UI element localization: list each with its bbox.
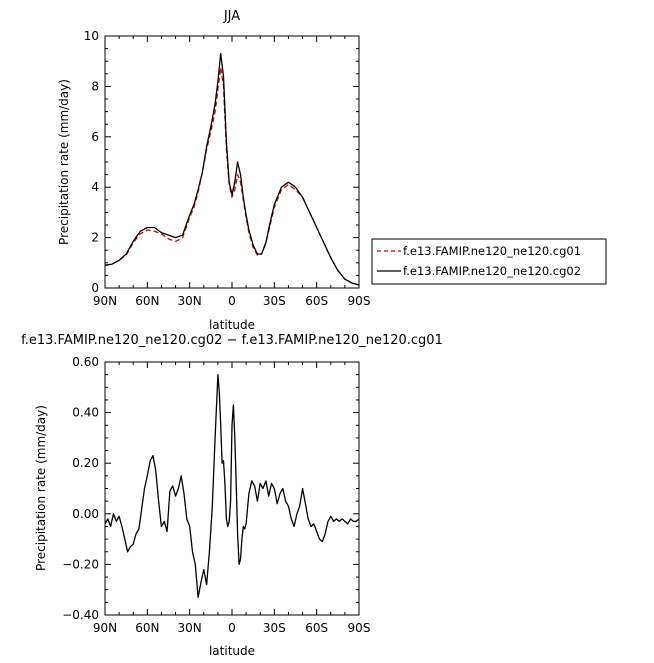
bottom-x-ticks: 90N 60N 30N 0 30S 60S 90S <box>93 362 371 635</box>
top-x-axis-label: latitude <box>209 318 255 332</box>
bottom-x-tick-label: 90N <box>93 621 117 635</box>
top-x-ticks: 90N 60N 30N 0 30S 60S 90S <box>93 36 371 308</box>
top-x-tick-label: 60N <box>135 294 159 308</box>
bottom-plot-frame <box>104 361 360 616</box>
bottom-series-lines <box>104 373 360 598</box>
top-y-tick-label: 2 <box>91 231 99 245</box>
legend-label-cg01: f.e13.FAMIP.ne120_ne120.cg01 <box>403 244 581 258</box>
top-y-tick-label: 4 <box>91 180 99 194</box>
bottom-y-tick-label: 0.40 <box>72 406 99 420</box>
bottom-x-tick-label: 30S <box>263 621 286 635</box>
top-x-tick-label: 30N <box>178 294 202 308</box>
top-x-tick-label: 30S <box>263 294 286 308</box>
bottom-series-line-difference <box>104 373 360 598</box>
top-chart-title: JJA <box>223 9 240 24</box>
top-x-tick-label: 0 <box>228 294 236 308</box>
top-y-ticks: 0 2 4 6 8 10 <box>84 29 359 295</box>
top-series-line-cg01 <box>104 66 360 286</box>
bottom-y-tick-label: 0.60 <box>72 355 99 369</box>
bottom-x-axis-label: latitude <box>209 644 255 658</box>
top-y-tick-label: 6 <box>91 130 99 144</box>
bottom-x-tick-label: 60S <box>305 621 328 635</box>
top-x-tick-label: 90S <box>348 294 371 308</box>
top-y-tick-label: 10 <box>84 29 99 43</box>
top-y-tick-label: 8 <box>91 79 99 93</box>
top-y-axis-label: Precipitation rate (mm/day) <box>57 79 71 245</box>
bottom-y-tick-label: −0.20 <box>62 557 99 571</box>
top-x-tick-label: 90N <box>93 294 117 308</box>
bottom-y-axis-label: Precipitation rate (mm/day) <box>34 405 48 571</box>
bottom-chart-title: f.e13.FAMIP.ne120_ne120.cg02 − f.e13.FAM… <box>21 333 443 348</box>
top-series-line-cg02 <box>104 52 360 286</box>
top-series-lines <box>104 52 360 286</box>
bottom-y-ticks: −0.40 −0.20 0.00 0.20 0.40 0.60 <box>62 355 359 622</box>
bottom-x-tick-label: 30N <box>178 621 202 635</box>
bottom-y-tick-label: 0.00 <box>72 507 99 521</box>
top-plot-frame <box>104 35 360 289</box>
top-y-tick-label: 0 <box>91 281 99 295</box>
bottom-x-tick-label: 90S <box>348 621 371 635</box>
legend-box <box>371 238 607 285</box>
top-x-tick-label: 60S <box>305 294 328 308</box>
top-chart: JJA 0 2 4 6 8 10 90N 60N 30N 0 30S 60S 90S latitude… <box>57 9 607 332</box>
bottom-x-tick-label: 0 <box>228 621 236 635</box>
bottom-y-tick-label: 0.20 <box>72 456 99 470</box>
bottom-x-tick-label: 60N <box>135 621 159 635</box>
bottom-chart: f.e13.FAMIP.ne120_ne120.cg02 − f.e13.FAM… <box>21 333 443 658</box>
legend: f.e13.FAMIP.ne120_ne120.cg01 f.e13.FAMIP… <box>371 238 607 285</box>
legend-label-cg02: f.e13.FAMIP.ne120_ne120.cg02 <box>403 264 581 278</box>
bottom-y-tick-label: −0.40 <box>62 608 99 622</box>
